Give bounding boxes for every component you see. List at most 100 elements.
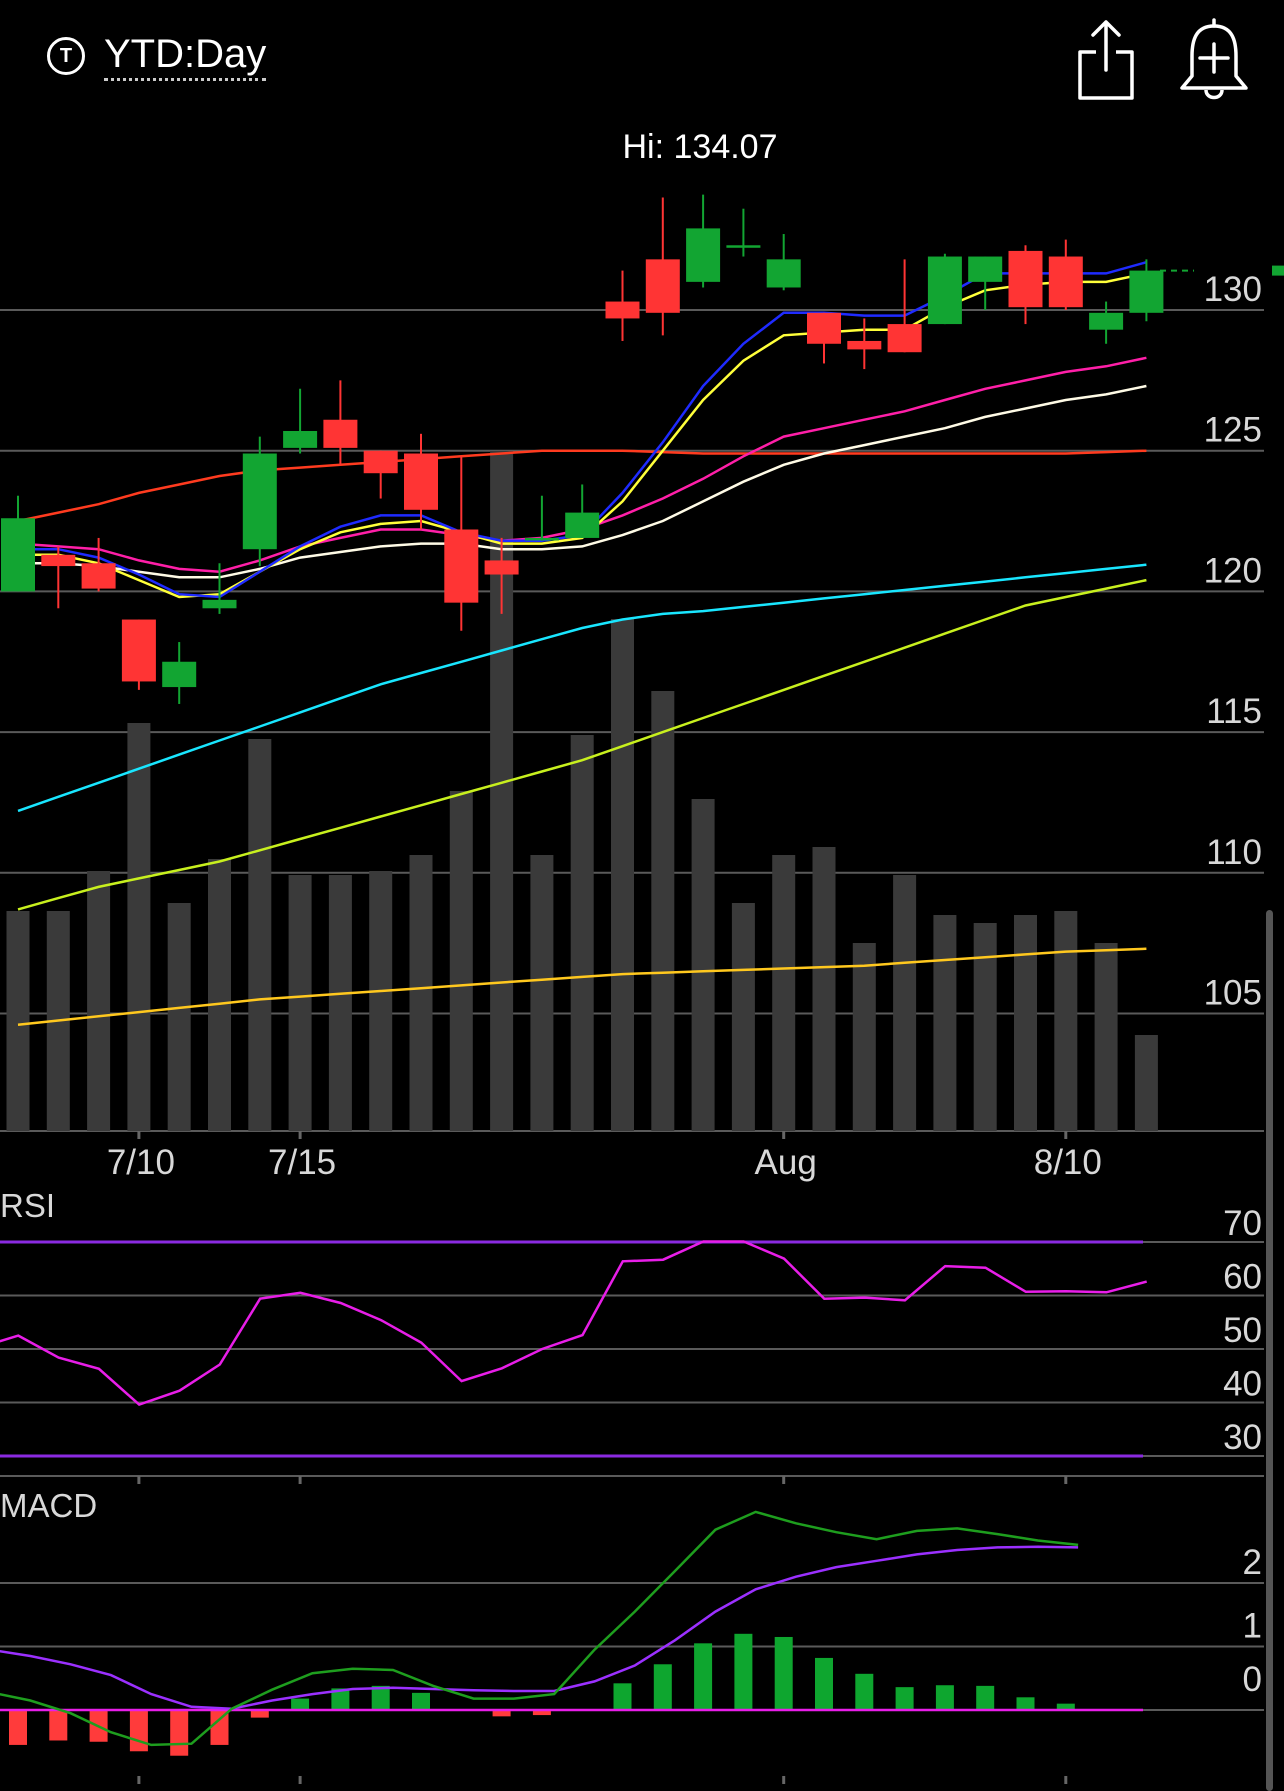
candle-up <box>968 256 1003 282</box>
volume-bar <box>772 855 796 1131</box>
macd-histogram-bar-positive <box>613 1683 632 1710</box>
rsi-axis-label: 50 <box>1223 1311 1262 1350</box>
macd-panel-title: MACD <box>0 1487 97 1524</box>
macd-histogram-bar-negative <box>210 1710 229 1745</box>
volume-bar <box>570 735 594 1131</box>
macd-histogram-bar-negative <box>129 1710 148 1752</box>
volume-bar <box>731 903 755 1131</box>
volume-bar <box>1094 943 1118 1131</box>
volume-bar <box>812 847 836 1131</box>
moving-average-line <box>18 384 1147 579</box>
moving-average-line <box>17 947 1147 1027</box>
candle-up <box>1129 270 1164 313</box>
volume-bar <box>409 855 433 1131</box>
x-axis-label: 7/15 <box>268 1143 336 1182</box>
volume-bar <box>1134 1035 1158 1131</box>
candle-up <box>686 228 721 282</box>
volume-bar <box>933 915 957 1131</box>
volume-bar <box>852 943 876 1131</box>
candle-down <box>645 259 680 313</box>
price-axis-label: 120 <box>1204 551 1262 590</box>
candle-down <box>484 560 519 575</box>
candle-down <box>41 554 76 567</box>
candle-up <box>1 518 35 592</box>
rsi-axis-label: 40 <box>1223 1365 1262 1404</box>
candle-up <box>524 537 559 541</box>
chart-header: T YTD:Day <box>0 0 1284 120</box>
macd-histogram-bar-positive <box>653 1664 672 1710</box>
candle-up <box>726 245 761 248</box>
volume-bar <box>328 875 352 1131</box>
macd-histogram-bar-positive <box>1016 1697 1035 1710</box>
volume-bar <box>288 875 312 1131</box>
candle-down <box>323 419 358 448</box>
share-icon[interactable] <box>1076 18 1136 100</box>
macd-histogram-bar-positive <box>774 1636 793 1710</box>
macd-histogram-bar-negative <box>49 1710 68 1741</box>
volume-bar <box>691 799 715 1131</box>
volume-bar <box>208 859 231 1131</box>
volume-bar <box>1054 911 1078 1131</box>
macd-histogram-bar-positive <box>734 1633 753 1710</box>
moving-average-line <box>17 449 1147 523</box>
price-axis-label: 125 <box>1204 411 1262 450</box>
price-axis-label: 115 <box>1206 692 1262 731</box>
candle-down <box>121 619 156 682</box>
macd-histogram-bar-positive <box>976 1685 995 1710</box>
high-price-annotation: Hi: 134.07 <box>623 128 778 166</box>
macd-histogram-bar-positive <box>1056 1703 1075 1710</box>
volume-bar <box>369 871 393 1131</box>
macd-histogram-bar-positive <box>895 1687 914 1710</box>
ticker-circle-icon[interactable]: T <box>47 37 85 75</box>
candle-down <box>444 529 479 603</box>
macd-histogram-bar-positive <box>371 1685 390 1710</box>
volume-bar <box>167 903 191 1131</box>
vertical-scrollbar[interactable] <box>1266 910 1273 1791</box>
candle-down <box>1008 250 1043 308</box>
macd-histogram-bar-negative <box>492 1710 511 1717</box>
macd-axis-label: 1 <box>1243 1607 1262 1646</box>
macd-histogram-bar-negative <box>170 1710 189 1756</box>
macd-histogram-bar-positive <box>331 1688 350 1710</box>
volume-bar <box>449 791 473 1131</box>
candle-up <box>162 661 197 688</box>
volume-bar <box>490 451 514 1131</box>
price-axis-label: 130 <box>1204 270 1262 309</box>
macd-signal-line <box>0 1545 1079 1710</box>
moving-average-line <box>17 578 1147 911</box>
candle-up <box>283 431 318 448</box>
candle-down <box>363 450 398 474</box>
macd-axis-label: 2 <box>1243 1543 1262 1582</box>
candle-down <box>807 312 841 344</box>
rsi-axis-label: 70 <box>1223 1204 1262 1243</box>
timeframe-selector[interactable]: YTD:Day <box>104 30 267 81</box>
add-alert-bell-icon[interactable] <box>1178 16 1250 102</box>
macd-histogram-bar-negative <box>532 1710 551 1716</box>
volume-bar <box>248 739 272 1131</box>
macd-histogram-bar-positive <box>935 1685 954 1710</box>
x-axis-label: 7/10 <box>107 1143 175 1182</box>
macd-line <box>0 1510 1079 1747</box>
last-price-marker <box>1272 265 1284 276</box>
candle-up <box>202 599 237 609</box>
macd-histogram-bar-negative <box>250 1710 269 1718</box>
moving-average-line <box>17 356 1147 573</box>
macd-axis-label: 0 <box>1243 1660 1262 1699</box>
candle-down <box>605 301 640 319</box>
x-axis-label: Aug <box>755 1143 817 1182</box>
rsi-panel-title: RSI <box>0 1187 55 1224</box>
candle-down <box>1048 256 1083 308</box>
volume-bar <box>893 875 917 1131</box>
candle-down <box>81 563 116 589</box>
candle-up <box>766 259 801 288</box>
macd-histogram-bar-positive <box>694 1643 713 1710</box>
candle-up <box>927 256 962 325</box>
macd-histogram-bar-positive <box>412 1692 430 1710</box>
volume-bar <box>611 619 634 1131</box>
moving-average-line <box>18 272 1147 599</box>
candle-up <box>1089 312 1124 330</box>
price-axis-label: 105 <box>1204 974 1262 1013</box>
candle-down <box>887 324 922 353</box>
price-axis-label: 110 <box>1206 833 1262 872</box>
